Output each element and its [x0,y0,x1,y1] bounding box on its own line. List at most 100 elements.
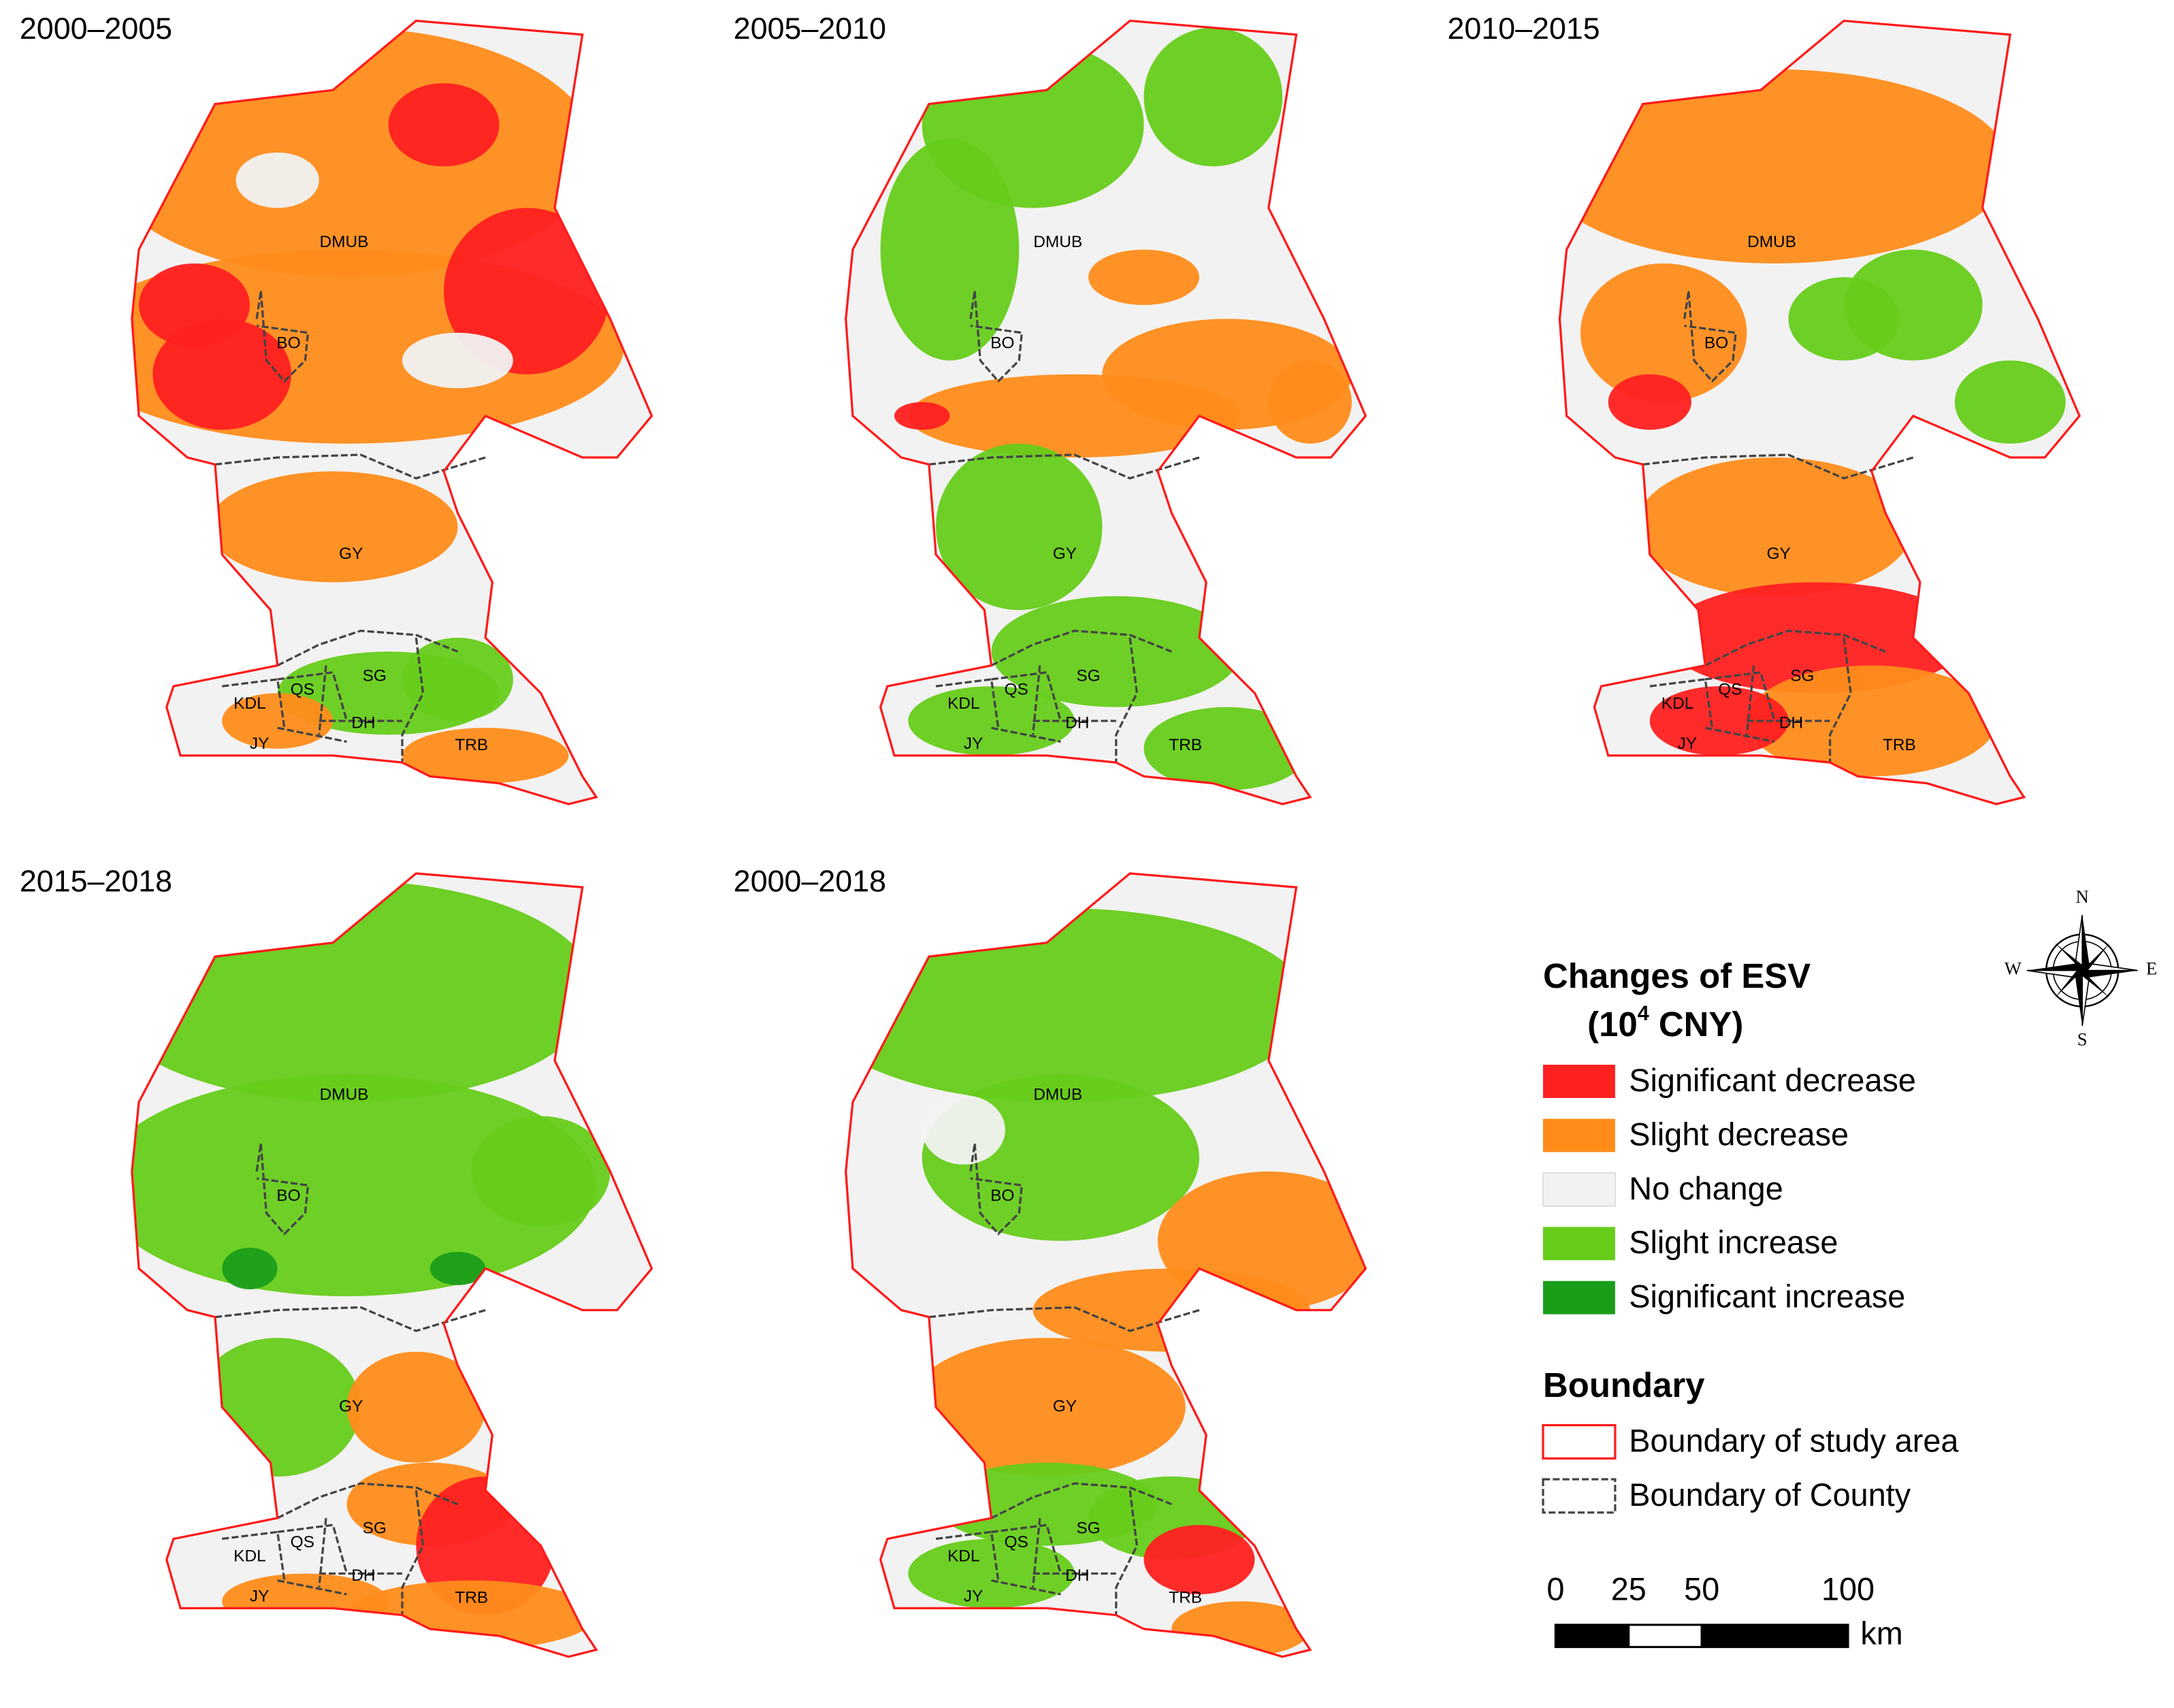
legend-swatch [1543,1118,1615,1153]
change-patch [1664,582,1969,694]
legend-label: Boundary of County [1629,1477,1911,1513]
region-label: GY [339,1398,363,1416]
region-label: TRB [1169,736,1202,754]
region-label: SG [1076,1519,1100,1538]
county-boundary [214,291,486,763]
change-patch [880,138,1020,361]
map: DMUB BO GY SG QS KDL DH JY TRB [131,19,653,805]
region-label: KDL [947,1547,980,1565]
region-label: TRB [1883,736,1916,754]
region-label: GY [1767,545,1791,563]
change-patch [936,443,1103,611]
change-patch [1559,69,2011,263]
map-fill [131,873,652,1657]
change-patch [1143,1525,1255,1595]
change-patch [402,728,569,784]
scale-label: 50 [1684,1571,1719,1607]
change-patch [1268,360,1352,444]
legend-unit: (104 CNY) [1587,1002,1743,1044]
unit-suffix: CNY) [1649,1005,1744,1044]
change-patch [444,208,611,374]
panel-title: 2005–2010 [734,12,886,46]
change-patch [922,1095,1005,1165]
change-patch [908,374,1242,458]
region-label: DMUB [1033,233,1082,251]
change-patch [131,880,597,1103]
region-label: BO [990,334,1014,353]
change-patch [429,1251,486,1285]
legend: Changes of ESV (104 CNY) Boundary Signif… [1542,956,1959,1514]
panel-title: 2010–2015 [1447,12,1600,46]
compass-e: E [2146,958,2157,979]
change-patch [152,319,292,430]
county-boundary [928,1143,1200,1615]
change-patch [894,402,950,430]
region-label: BO [1704,334,1728,353]
unit-prefix: (10 [1587,1005,1638,1044]
region-label: DH [1065,1566,1089,1585]
change-patch [1143,707,1310,790]
change-patch [1913,471,1996,583]
change-patch [1747,665,1996,777]
compass-n: N [2076,886,2089,907]
region-label: KDL [233,1547,266,1565]
region-label: SG [1076,666,1100,685]
region-label: GY [339,545,363,563]
region-label: JY [250,735,270,753]
region-label: QS [291,1533,314,1551]
region-label: SG [363,666,387,685]
region-label: SG [1790,666,1814,685]
legend-label: Significant increase [1629,1279,1905,1315]
region-label: BO [276,334,300,353]
legend-label: Slight increase [1629,1225,1838,1260]
region-label: TRB [455,736,488,754]
change-patch [991,596,1242,707]
legend-label: Significant decrease [1629,1063,1916,1098]
region-label: JY [964,735,984,753]
change-patch [402,332,513,389]
county-boundary [214,1143,486,1615]
change-patch [222,1247,278,1289]
map-fill [1559,20,2080,805]
legend-swatch [1543,1065,1615,1098]
change-patch [139,263,250,347]
region-label: DMUB [1747,233,1796,251]
region-label: DH [351,714,375,732]
legend-swatch [1543,1227,1615,1261]
region-label: KDL [233,694,266,713]
map: DMUB BO GY SG QS KDL DH JY TRB [845,19,1367,805]
county-boundary [1642,291,1914,763]
legend-label: Slight decrease [1629,1116,1849,1152]
region-label: SG [363,1519,387,1538]
scale-segment [1627,1624,1703,1648]
region-label: BO [990,1187,1014,1205]
region-label: JY [1678,735,1698,753]
change-patch [1143,27,1283,167]
change-patch [908,686,1075,756]
region-label: QS [291,681,314,699]
change-patch [208,471,458,583]
change-patch [131,1074,597,1297]
map: DMUB BO GY SG QS KDL DH JY TRB [131,872,653,1658]
boundary-title: Boundary [1543,1366,1705,1404]
change-patch [1608,374,1691,430]
region-label: DH [351,1566,375,1585]
region-label: DH [1065,714,1089,732]
region-label: KDL [947,694,980,713]
region-label: DMUB [1033,1085,1082,1103]
panel-title: 2000–2018 [734,864,886,898]
change-patch [845,907,1310,1103]
legend-label: No change [1629,1171,1783,1206]
legend-swatch [1542,1172,1616,1207]
change-patch [1636,457,1913,596]
region-label: QS [1004,681,1028,699]
region-label: GY [1053,545,1077,563]
region-label: KDL [1661,694,1694,713]
change-patch [1580,263,1747,402]
change-patch [1171,1601,1310,1657]
scale-unit: km [1860,1615,1902,1651]
change-patch [1954,360,2066,444]
county-boundary [928,291,1200,763]
map: DMUB BO GY SG QS KDL DH JY TRB [845,872,1367,1658]
